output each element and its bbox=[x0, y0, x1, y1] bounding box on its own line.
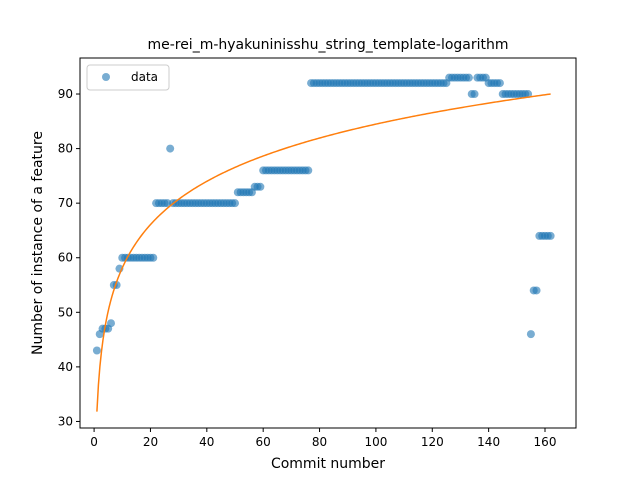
y-tick-label: 90 bbox=[58, 87, 73, 101]
y-tick-label: 80 bbox=[58, 142, 73, 156]
x-axis-ticks: 0 20 40 60 80 100 120 140 160 bbox=[90, 428, 556, 449]
data-point bbox=[526, 330, 535, 339]
y-tick-label: 50 bbox=[58, 305, 73, 319]
data-point bbox=[470, 90, 479, 99]
data-point bbox=[546, 231, 555, 240]
legend-marker-data bbox=[102, 73, 110, 81]
data-point bbox=[149, 253, 158, 262]
data-point bbox=[231, 199, 239, 208]
x-tick-label: 120 bbox=[421, 435, 444, 449]
data-marks bbox=[92, 73, 555, 355]
y-axis-label: Number of instance of a feature bbox=[30, 131, 46, 355]
y-tick-label: 40 bbox=[58, 360, 73, 374]
x-tick-label: 160 bbox=[534, 435, 557, 449]
data-point bbox=[163, 199, 172, 208]
data-point bbox=[532, 286, 541, 295]
x-tick-label: 80 bbox=[312, 435, 327, 449]
data-point bbox=[92, 346, 101, 355]
x-tick-label: 140 bbox=[477, 435, 500, 449]
y-tick-label: 70 bbox=[58, 196, 73, 210]
y-axis-ticks: 30 40 50 60 70 80 90 bbox=[58, 87, 80, 428]
data-point bbox=[464, 73, 473, 82]
data-point bbox=[304, 166, 313, 175]
data-point bbox=[256, 182, 265, 191]
data-point bbox=[107, 319, 115, 328]
x-tick-label: 40 bbox=[199, 435, 214, 449]
fit-line bbox=[96, 93, 551, 412]
x-tick-label: 60 bbox=[256, 435, 271, 449]
legend-label-data: data bbox=[131, 70, 158, 84]
data-point bbox=[524, 90, 533, 99]
x-tick-label: 0 bbox=[90, 435, 98, 449]
data-point bbox=[166, 144, 175, 153]
plot-frame bbox=[79, 57, 577, 429]
legend-box bbox=[86, 64, 170, 91]
chart-title: me-rei_m-hyakuninisshu_string_template-l… bbox=[147, 37, 508, 53]
x-tick-label: 20 bbox=[143, 435, 158, 449]
fit-line-group bbox=[96, 93, 551, 412]
x-tick-label: 100 bbox=[364, 435, 387, 449]
y-tick-label: 30 bbox=[58, 414, 73, 428]
x-axis-label: Commit number bbox=[271, 456, 385, 472]
legend: data bbox=[86, 64, 170, 91]
data-point bbox=[495, 79, 504, 88]
y-tick-label: 60 bbox=[58, 251, 73, 265]
